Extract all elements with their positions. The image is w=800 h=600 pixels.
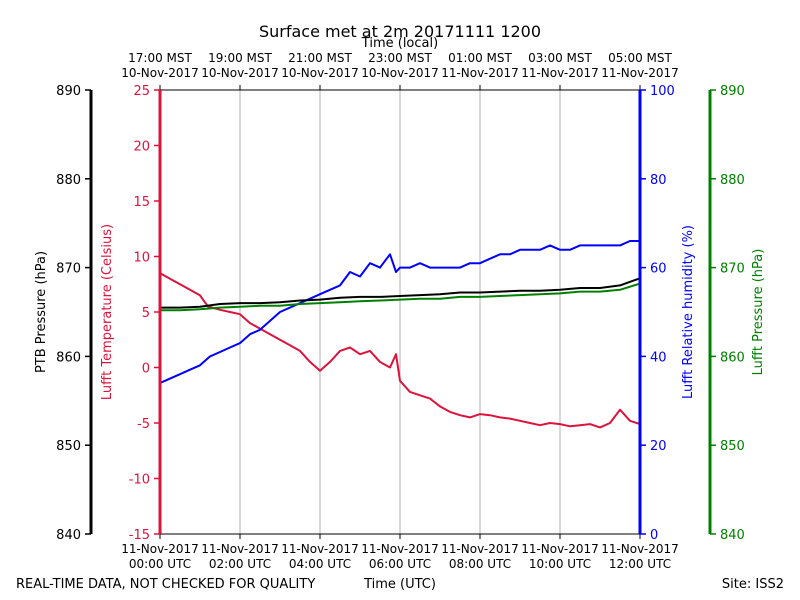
top-tick-date: 10-Nov-2017 bbox=[361, 66, 439, 80]
lufft-pressure-axis-label: Lufft Pressure (hPa) bbox=[751, 249, 766, 376]
quality-disclaimer: REAL-TIME DATA, NOT CHECKED FOR QUALITY bbox=[16, 577, 315, 592]
bottom-tick-date: 11-Nov-2017 bbox=[201, 542, 279, 556]
grid-lines bbox=[239, 90, 561, 534]
temperature-tick-label: 15 bbox=[133, 195, 150, 210]
lufft-temperature-line bbox=[159, 272, 641, 429]
top-tick-date: 10-Nov-2017 bbox=[201, 66, 279, 80]
lufft-pressure-tick-label: 840 bbox=[720, 528, 745, 543]
ptb-pressure-tick-label: 860 bbox=[56, 350, 81, 365]
bottom-axis-label: Time (UTC) bbox=[363, 577, 436, 592]
humidity-axis-label: Lufft Relative humidity (%) bbox=[681, 225, 696, 399]
bottom-tick-time: 12:00 UTC bbox=[609, 557, 671, 571]
bottom-tick-date: 11-Nov-2017 bbox=[521, 542, 599, 556]
top-tick-time: 17:00 MST bbox=[128, 51, 192, 65]
lufft-pressure-tick-label: 880 bbox=[720, 173, 745, 188]
humidity-tick-label: 100 bbox=[650, 84, 675, 99]
lufft-relative-humidity-line bbox=[159, 240, 640, 384]
humidity-tick-label: 0 bbox=[650, 528, 658, 543]
temperature-tick-label: -10 bbox=[129, 473, 150, 488]
top-tick-date: 11-Nov-2017 bbox=[441, 66, 519, 80]
temperature-axis-label: Lufft Temperature (Celsius) bbox=[100, 224, 115, 400]
humidity-tick-label: 60 bbox=[650, 262, 667, 277]
ptb-pressure-tick-label: 850 bbox=[56, 439, 81, 454]
ptb-pressure-tick-label: 840 bbox=[56, 528, 81, 543]
top-tick-time: 23:00 MST bbox=[368, 51, 432, 65]
temperature-tick-label: 10 bbox=[133, 251, 150, 266]
temperature-tick-label: 25 bbox=[133, 84, 150, 99]
top-tick-date: 11-Nov-2017 bbox=[521, 66, 599, 80]
temperature-tick-label: 5 bbox=[142, 306, 150, 321]
lufft-pressure-tick-label: 850 bbox=[720, 439, 745, 454]
lufft-pressure-line bbox=[160, 282, 641, 312]
lufft-pressure-tick-label: 860 bbox=[720, 350, 745, 365]
ptb-pressure-line bbox=[160, 277, 641, 309]
temperature-tick-label: 0 bbox=[142, 362, 150, 377]
bottom-tick-date: 11-Nov-2017 bbox=[441, 542, 519, 556]
top-tick-date: 10-Nov-2017 bbox=[121, 66, 199, 80]
humidity-tick-label: 40 bbox=[650, 350, 667, 365]
ptb-pressure-axis-label: PTB Pressure (hPa) bbox=[34, 251, 49, 373]
temperature-tick-label: -15 bbox=[129, 528, 150, 543]
series-layer bbox=[159, 240, 641, 429]
top-tick-date: 11-Nov-2017 bbox=[601, 66, 679, 80]
ptb-pressure-tick-label: 890 bbox=[56, 84, 81, 99]
ptb-pressure-tick-label: 880 bbox=[56, 173, 81, 188]
temperature-tick-label: 20 bbox=[133, 140, 150, 155]
temperature-tick-label: -5 bbox=[137, 417, 150, 432]
bottom-tick-time: 00:00 UTC bbox=[129, 557, 191, 571]
bottom-tick-time: 08:00 UTC bbox=[449, 557, 511, 571]
bottom-tick-date: 11-Nov-2017 bbox=[281, 542, 359, 556]
lufft-pressure-tick-label: 890 bbox=[720, 84, 745, 99]
lufft-pressure-tick-label: 870 bbox=[720, 262, 745, 277]
bottom-tick-date: 11-Nov-2017 bbox=[121, 542, 199, 556]
chart-title: Surface met at 2m 20171111 1200 bbox=[259, 22, 541, 41]
humidity-tick-label: 80 bbox=[650, 173, 667, 188]
top-axis-label: Time (local) bbox=[361, 36, 438, 51]
top-tick-time: 03:00 MST bbox=[528, 51, 592, 65]
top-tick-time: 19:00 MST bbox=[208, 51, 272, 65]
bottom-tick-date: 11-Nov-2017 bbox=[361, 542, 439, 556]
bottom-tick-date: 11-Nov-2017 bbox=[601, 542, 679, 556]
top-tick-time: 01:00 MST bbox=[448, 51, 512, 65]
bottom-tick-time: 10:00 UTC bbox=[529, 557, 591, 571]
humidity-tick-label: 20 bbox=[650, 439, 667, 454]
ptb-pressure-tick-label: 870 bbox=[56, 262, 81, 277]
bottom-tick-time: 06:00 UTC bbox=[369, 557, 431, 571]
top-tick-time: 05:00 MST bbox=[608, 51, 672, 65]
top-tick-time: 21:00 MST bbox=[288, 51, 352, 65]
bottom-tick-time: 04:00 UTC bbox=[289, 557, 351, 571]
top-tick-date: 10-Nov-2017 bbox=[281, 66, 359, 80]
bottom-tick-time: 02:00 UTC bbox=[209, 557, 271, 571]
site-label: Site: ISS2 bbox=[722, 577, 784, 592]
